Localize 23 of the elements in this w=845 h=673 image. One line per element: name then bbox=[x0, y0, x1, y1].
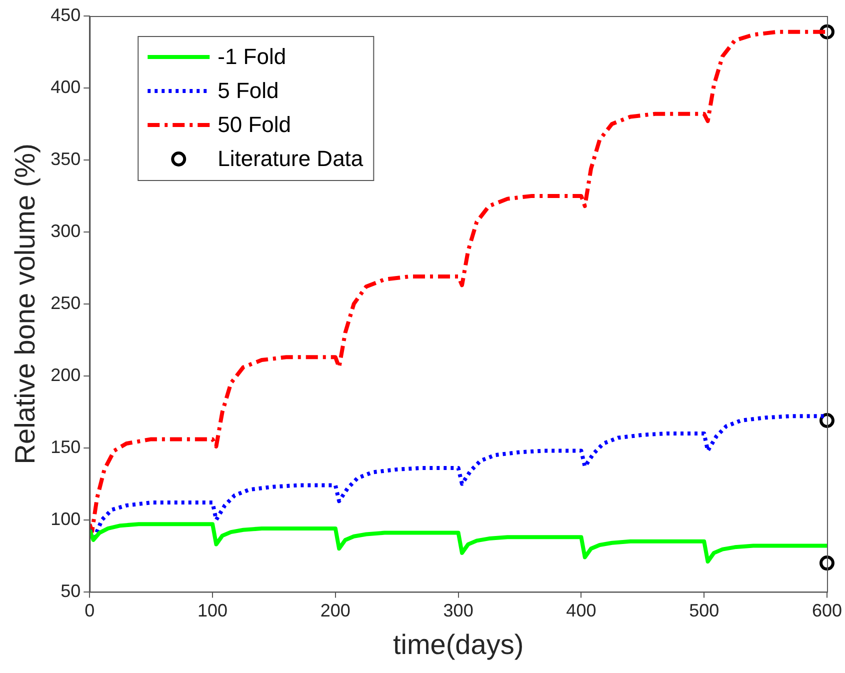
legend-label: -1 Fold bbox=[218, 44, 286, 70]
y-tick-label: 50 bbox=[60, 580, 81, 601]
x-tick-label: 100 bbox=[198, 600, 228, 621]
y-tick-label: 350 bbox=[50, 148, 81, 169]
legend-label: 50 Fold bbox=[218, 112, 292, 138]
point bbox=[819, 556, 834, 571]
y-tick-label: 300 bbox=[50, 220, 81, 241]
x-tick-label: 500 bbox=[689, 600, 720, 621]
y-tick-label: 200 bbox=[50, 364, 81, 385]
y-tick-label: 150 bbox=[50, 436, 81, 457]
legend-label: 5 Fold bbox=[218, 78, 279, 104]
x-tick-label: 600 bbox=[812, 600, 842, 621]
y-axis-title: Relative bone volume (%) bbox=[10, 144, 41, 464]
x-tick-label: 200 bbox=[320, 600, 350, 621]
y-tick-label: 400 bbox=[50, 76, 81, 97]
y-tick-label: 100 bbox=[50, 508, 81, 529]
y-tick-label: 250 bbox=[50, 292, 81, 313]
y-tick-label: 450 bbox=[50, 4, 81, 25]
x-tick-label: 300 bbox=[443, 600, 474, 621]
x-tick-label: 400 bbox=[566, 600, 596, 621]
legend-label: Literature Data bbox=[218, 146, 364, 172]
x-tick-label: 0 bbox=[84, 600, 95, 621]
x-axis-title: time(days) bbox=[392, 628, 524, 660]
